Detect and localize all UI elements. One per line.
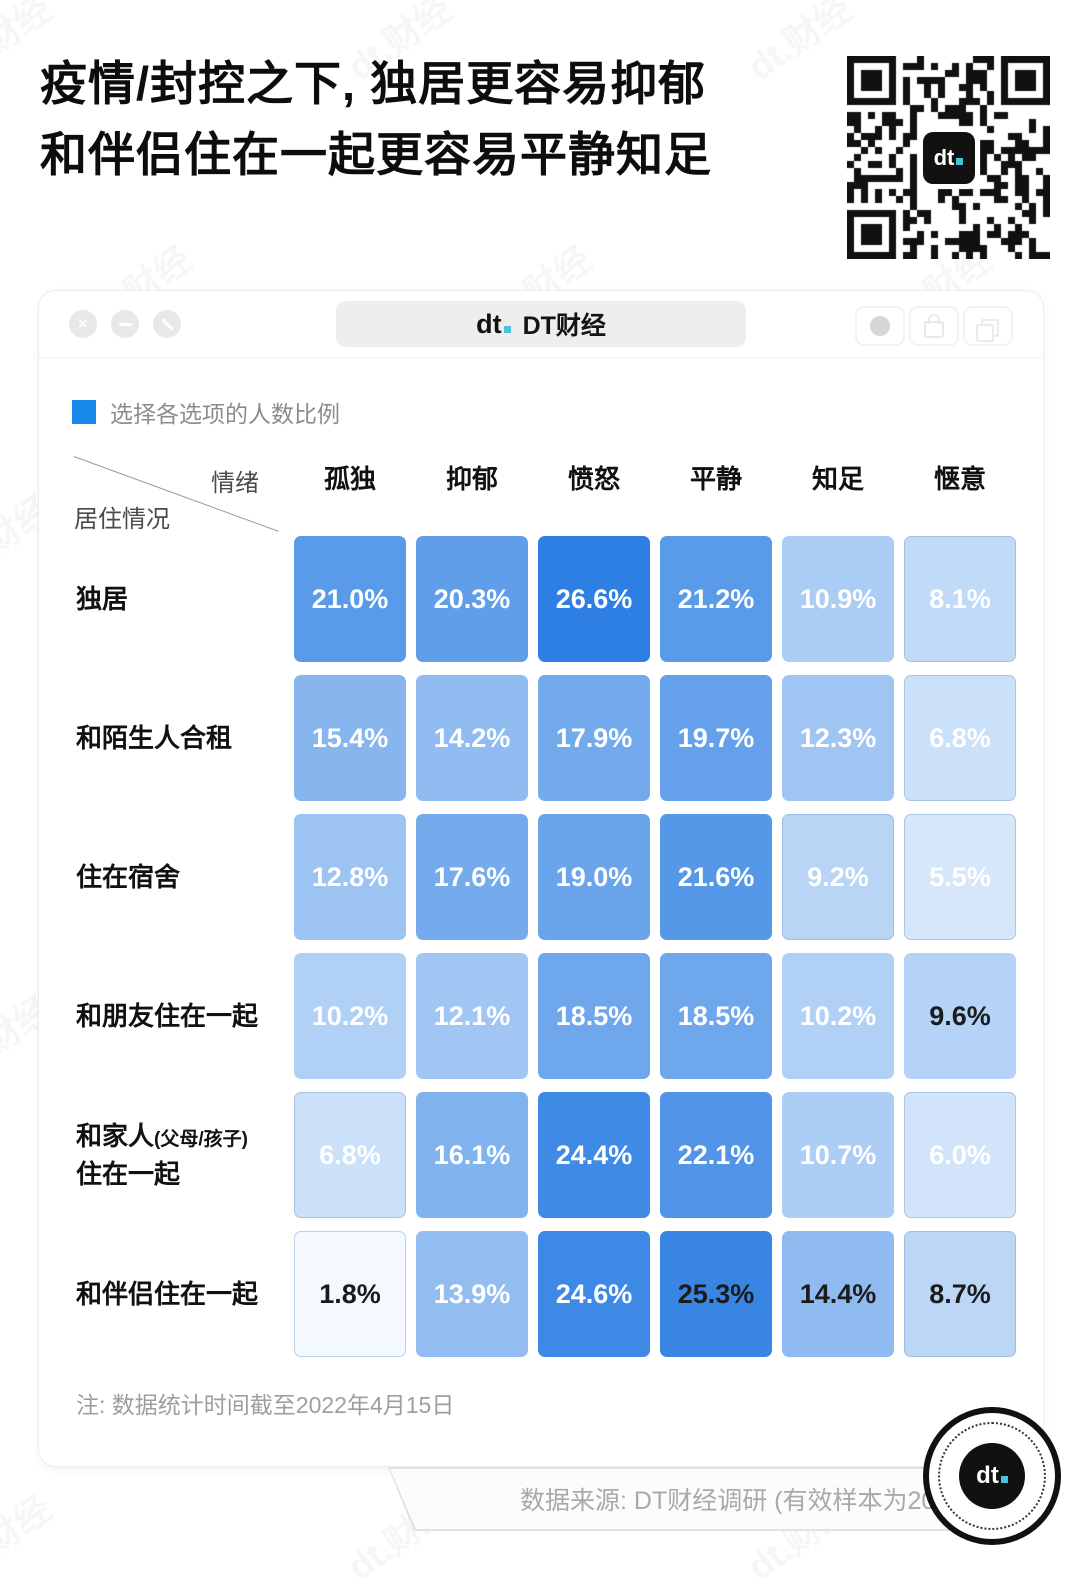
legend: 选择各选项的人数比例	[72, 395, 340, 429]
row-label: 住在宿舍	[76, 862, 181, 892]
heatmap-cell: 8.7%	[904, 1231, 1016, 1357]
table-row: 和家人(父母/孩子) 住在一起 6.8% 16.1% 24.4% 22.1% 10.7% 6.…	[39, 1092, 1043, 1218]
dt-footer-logo: dt	[923, 1407, 1061, 1545]
table-row: 独居 21.0% 20.3% 26.6% 21.2% 10.9% 8.1%	[39, 536, 1043, 662]
lock-icon	[924, 314, 944, 338]
heatmap-cell: 18.5%	[538, 953, 650, 1079]
heatmap-cell: 12.8%	[294, 814, 406, 940]
heatmap-cell: 19.7%	[660, 675, 772, 801]
heatmap-cell: 5.5%	[904, 814, 1016, 940]
dt-logo: dt	[917, 126, 980, 189]
source-band: 数据来源: DT财经调研 (有效样本为2079份)	[388, 1467, 984, 1531]
source-band-inner: 数据来源: DT财经调研 (有效样本为2079份)	[390, 1469, 982, 1529]
row-label: 和陌生人合租	[76, 723, 233, 753]
minimize-button[interactable]	[111, 310, 139, 338]
heatmap-cell: 21.2%	[660, 536, 772, 662]
heatmap-cell: 12.3%	[782, 675, 894, 801]
column-header: 惬意	[933, 464, 986, 494]
logo-cyan-dot	[1000, 1476, 1008, 1483]
heatmap-cell: 8.1%	[904, 536, 1016, 662]
heatmap-cell: 25.3%	[660, 1231, 772, 1357]
table-row: 和陌生人合租 15.4% 14.2% 17.9% 19.7% 12.3% 6.8%	[39, 675, 1043, 801]
heatmap-cell: 13.9%	[416, 1231, 528, 1357]
watermark-text: dt.财经	[740, 0, 859, 89]
dt-logo: dt	[476, 310, 511, 338]
duplicate-button[interactable]	[963, 306, 1013, 346]
copy-icon	[976, 319, 999, 342]
address-pill[interactable]: dt DT财经	[336, 301, 746, 347]
heatmap-cell: 24.4%	[538, 1092, 650, 1218]
page-title-line2: 和伴侣住在一起更容易平静知足	[40, 128, 712, 181]
column-header: 孤独	[323, 464, 376, 494]
column-header: 愤怒	[567, 464, 620, 494]
table-row: 和伴侣住在一起 1.8% 13.9% 24.6% 25.3% 14.4% 8.7%	[39, 1231, 1043, 1357]
table-row: 和朋友住在一起 10.2% 12.1% 18.5% 18.5% 10.2% 9.6%	[39, 953, 1043, 1079]
heatmap-cell: 6.8%	[904, 675, 1016, 801]
heatmap-cell: 14.4%	[782, 1231, 894, 1357]
rows-axis-label: 居住情况	[74, 506, 170, 533]
column-header: 抑郁	[445, 464, 498, 494]
legend-label: 选择各选项的人数比例	[110, 401, 340, 427]
legend-swatch	[72, 400, 96, 424]
browser-window: × dt DT财经 选择各选项的人数比例 情绪 居住情况 孤独 抑郁 愤怒 平静 知足 惬…	[38, 290, 1044, 1467]
dotted-ring: dt	[938, 1422, 1046, 1530]
column-header: 知足	[811, 464, 864, 494]
logo-cyan-dot	[503, 325, 511, 333]
heatmap-cell: 22.1%	[660, 1092, 772, 1218]
heatmap-cell: 18.5%	[660, 953, 772, 1079]
heatmap-cell: 10.2%	[782, 953, 894, 1079]
record-icon	[870, 316, 890, 336]
row-label: 和伴侣住在一起	[76, 1279, 259, 1309]
row-label: 独居	[76, 584, 129, 614]
table-row: 住在宿舍 12.8% 17.6% 19.0% 21.6% 9.2% 5.5%	[39, 814, 1043, 940]
row-label: 和朋友住在一起	[76, 1001, 259, 1031]
heatmap-cell: 15.4%	[294, 675, 406, 801]
heatmap-cell: 26.6%	[538, 536, 650, 662]
heatmap-cell: 10.2%	[294, 953, 406, 1079]
record-button[interactable]	[855, 306, 905, 346]
watermark-text: dt.财经	[0, 1487, 59, 1581]
heatmap-cell: 10.7%	[782, 1092, 894, 1218]
heatmap-cell: 17.6%	[416, 814, 528, 940]
heatmap-cell: 12.1%	[416, 953, 528, 1079]
footnote: 注: 数据统计时间截至2022年4月15日	[76, 1392, 455, 1418]
logo-cyan-dot	[956, 157, 964, 165]
qr-code: dt	[847, 56, 1050, 259]
heatmap-cell: 19.0%	[538, 814, 650, 940]
columns-axis-label: 情绪	[211, 470, 259, 497]
lock-button[interactable]	[909, 306, 959, 346]
heatmap-cell: 17.9%	[538, 675, 650, 801]
heatmap-cell: 21.0%	[294, 536, 406, 662]
page-title: 疫情/封控之下, 独居更容易抑郁 和伴侣住在一起更容易平静知足	[40, 48, 712, 190]
heatmap-cell: 9.6%	[904, 953, 1016, 1079]
app-name: DT财经	[522, 312, 606, 340]
column-headers: 孤独 抑郁 愤怒 平静 知足 惬意	[294, 459, 1016, 496]
window-titlebar: × dt DT财经	[39, 291, 1043, 358]
heatmap-cell: 9.2%	[782, 814, 894, 940]
heatmap-cell: 1.8%	[294, 1231, 406, 1357]
data-source: 数据来源: DT财经调研 (有效样本为2079份)	[520, 1487, 997, 1515]
resize-button[interactable]	[153, 310, 181, 338]
heatmap-cell: 14.2%	[416, 675, 528, 801]
heatmap-cell: 6.0%	[904, 1092, 1016, 1218]
page-title-line1: 疫情/封控之下, 独居更容易抑郁	[40, 57, 707, 110]
heatmap-cell: 24.6%	[538, 1231, 650, 1357]
logo-disc: dt	[959, 1443, 1025, 1509]
heatmap-cell: 16.1%	[416, 1092, 528, 1218]
heatmap-cell: 10.9%	[782, 536, 894, 662]
column-header: 平静	[689, 464, 742, 494]
close-button[interactable]: ×	[69, 310, 97, 338]
row-label: 和家人(父母/孩子) 住在一起	[76, 1121, 248, 1189]
heatmap-cell: 21.6%	[660, 814, 772, 940]
heatmap-cell: 6.8%	[294, 1092, 406, 1218]
heatmap-cell: 20.3%	[416, 536, 528, 662]
